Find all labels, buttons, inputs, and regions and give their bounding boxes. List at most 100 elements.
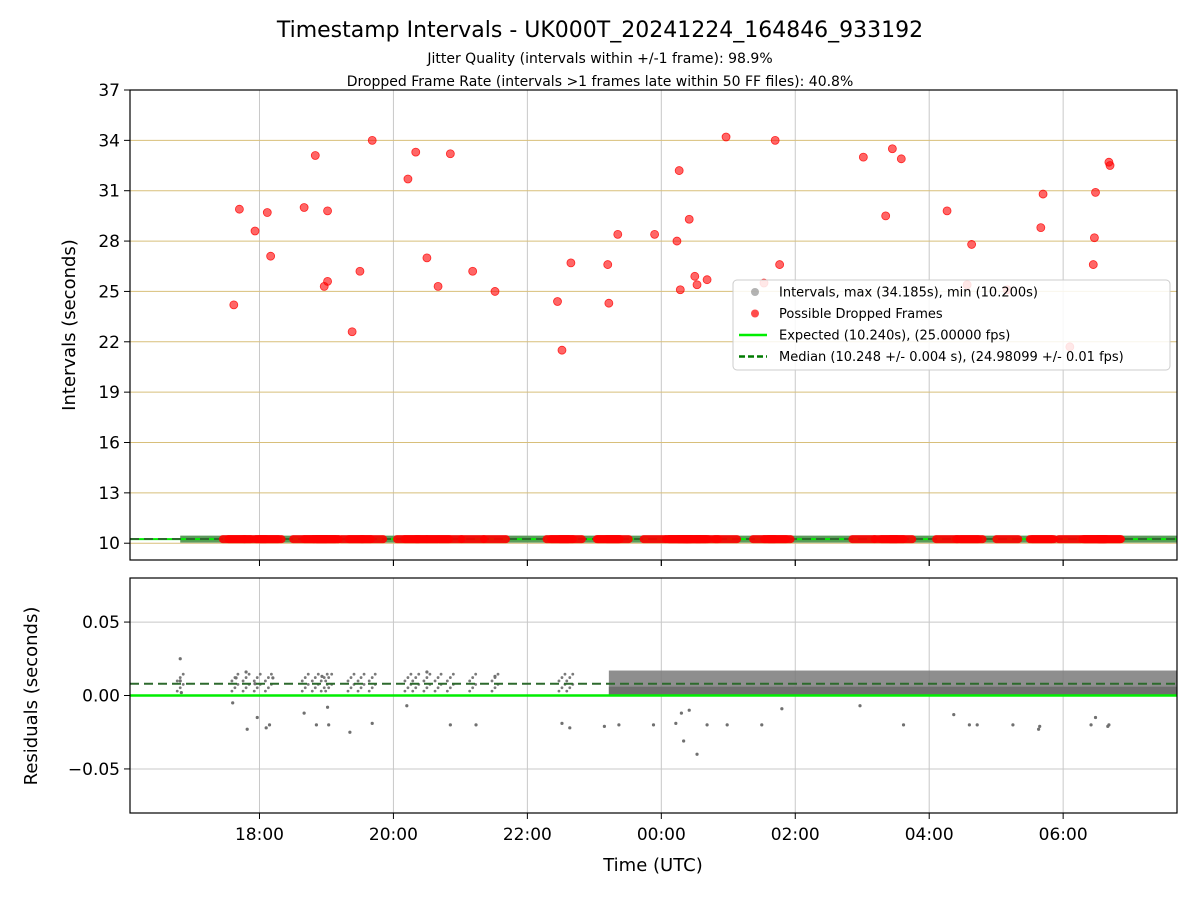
residual-point	[493, 674, 497, 679]
residual-cluster-point	[367, 679, 371, 683]
legend-label: Expected (10.240s), (25.00000 fps)	[779, 329, 1010, 344]
residual-cluster-point	[568, 676, 572, 679]
residual-point	[1089, 723, 1093, 727]
residual-cluster-point	[557, 679, 561, 683]
dropped-frame-point	[887, 144, 897, 154]
residual-point	[425, 670, 429, 674]
residual-point	[179, 690, 183, 695]
dropped-frame-point	[323, 206, 332, 216]
residuals-xtick-label: 20:00	[369, 825, 418, 845]
residual-cluster-point	[471, 686, 475, 690]
residual-cluster-point	[267, 686, 270, 690]
chart-subtitle-dropped: Dropped Frame Rate (intervals >1 frames …	[347, 74, 854, 90]
intervals-ytick-label: 22	[98, 333, 120, 353]
residual-cluster-point	[349, 686, 353, 690]
dropped-frame-baseline-cluster	[435, 535, 466, 544]
legend-label: Median (10.248 +/- 0.004 s), (24.98099 +…	[779, 350, 1124, 365]
legend-label: Possible Dropped Frames	[779, 307, 943, 322]
residual-cluster-point	[417, 672, 421, 676]
residual-point	[1036, 727, 1041, 731]
residuals-dense-core	[608, 686, 1177, 696]
residual-cluster-point	[411, 679, 415, 683]
residual-cluster-point	[316, 672, 320, 676]
residuals-xtick-label: 04:00	[905, 825, 954, 845]
residual-cluster-point	[247, 672, 251, 676]
residual-cluster-point	[359, 686, 363, 690]
dropped-frame-point	[775, 260, 785, 269]
dropped-frame-baseline-cluster	[457, 535, 488, 544]
residual-point	[231, 701, 235, 705]
residual-point	[975, 723, 979, 727]
residual-cluster-point	[327, 686, 331, 690]
residual-cluster-point	[493, 686, 497, 690]
residual-cluster-point	[451, 672, 455, 676]
residuals-xtick-label: 22:00	[503, 825, 552, 845]
dropped-frame-baseline-cluster	[886, 535, 917, 544]
residual-cluster-point	[319, 679, 323, 683]
residual-point	[901, 723, 906, 727]
dropped-frame-point	[675, 285, 685, 295]
residual-point	[780, 707, 784, 711]
residual-cluster-point	[367, 689, 371, 693]
residuals-xtick-label: 00:00	[637, 825, 686, 845]
residual-point	[244, 670, 248, 674]
dropped-frame-point	[1090, 233, 1099, 243]
residual-cluster-point	[324, 679, 328, 683]
intervals-data	[130, 132, 1177, 544]
residual-cluster-point	[406, 676, 410, 679]
dropped-frame-point	[403, 174, 413, 184]
residual-point	[560, 721, 564, 726]
dropped-frame-point	[942, 206, 952, 216]
dropped-frame-point	[445, 149, 455, 159]
dropped-frame-point	[433, 281, 443, 291]
dropped-frame-point	[422, 253, 432, 263]
residual-cluster-point	[414, 686, 418, 690]
residual-cluster-point	[370, 686, 374, 690]
dropped-frame-point	[881, 211, 891, 221]
residual-cluster-point	[436, 676, 440, 679]
residuals-xtick-label: 06:00	[1039, 825, 1088, 845]
residual-cluster-point	[422, 679, 426, 683]
residual-point	[271, 676, 275, 680]
residual-cluster-point	[303, 676, 307, 679]
residual-cluster-point	[471, 676, 475, 679]
residual-cluster-point	[310, 689, 314, 693]
legend-dropped-marker	[751, 309, 759, 318]
residual-cluster-point	[330, 672, 334, 676]
residual-cluster-point	[414, 676, 418, 679]
dropped-frame-point	[310, 151, 320, 160]
residual-cluster-point	[233, 686, 237, 690]
residual-cluster-point	[563, 672, 567, 676]
residual-cluster-point	[433, 679, 437, 683]
residual-cluster-point	[325, 672, 329, 676]
residual-point	[348, 730, 352, 734]
residual-point	[327, 723, 331, 727]
residual-cluster-point	[300, 679, 304, 683]
residual-cluster-point	[264, 679, 267, 683]
dropped-frame-baseline-cluster	[848, 535, 879, 544]
residual-cluster-point	[346, 689, 350, 693]
residual-cluster-point	[313, 686, 317, 690]
residual-cluster-point	[428, 672, 432, 676]
residual-point	[253, 682, 257, 686]
residual-cluster-point	[448, 686, 452, 690]
legend-box	[732, 279, 1171, 371]
residual-point	[682, 739, 686, 743]
dropped-frame-baseline-cluster	[711, 535, 742, 544]
residual-point	[320, 674, 324, 679]
residual-cluster-point	[373, 672, 377, 676]
dropped-frame-point	[702, 275, 712, 285]
residual-cluster-point	[322, 686, 326, 690]
dropped-frame-point	[229, 300, 239, 310]
residual-cluster-point	[313, 676, 317, 679]
dropped-frame-baseline-cluster	[312, 535, 343, 544]
dropped-frame-point	[411, 147, 421, 157]
dropped-frame-baseline-cluster	[1095, 535, 1126, 544]
dropped-frame-point	[674, 166, 684, 175]
residual-cluster-point	[236, 672, 240, 676]
residual-cluster-point	[356, 679, 360, 683]
dropped-frame-point	[250, 226, 260, 236]
residual-cluster-point	[255, 676, 259, 679]
intervals-axes-frame	[129, 89, 1178, 561]
